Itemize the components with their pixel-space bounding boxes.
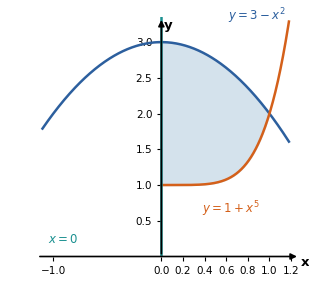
Text: $x = 0$: $x = 0$: [48, 233, 78, 247]
Text: x: x: [301, 256, 309, 269]
Text: y: y: [164, 19, 173, 32]
Text: $y = 3 - x^2$: $y = 3 - x^2$: [228, 7, 286, 27]
Text: $y = 1 + x^5$: $y = 1 + x^5$: [202, 199, 260, 219]
